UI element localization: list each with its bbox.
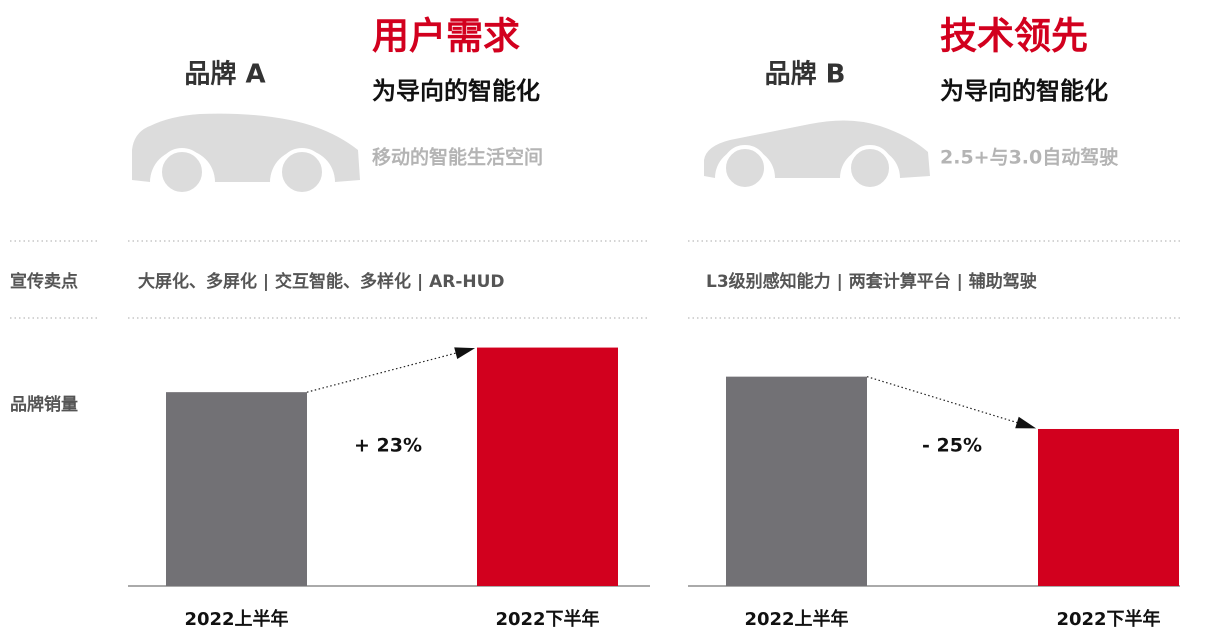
row-label: 宣传卖点 xyxy=(10,271,78,292)
headline: 用户需求 xyxy=(372,15,520,58)
arrow-head xyxy=(1015,417,1036,429)
trend-arrow xyxy=(307,353,458,393)
infographic: 宣传卖点 品牌销量 品牌 A 用户需求为导向的智能化移动的智能生活空间大屏化、多屏… xyxy=(0,0,1209,637)
subtitle: 为导向的智能化 xyxy=(940,77,1108,105)
x-tick-label: 2022下半年 xyxy=(495,608,599,630)
row-label: 品牌销量 xyxy=(10,394,78,415)
car-suv-icon xyxy=(132,114,360,194)
bar xyxy=(477,348,618,586)
change-annotation: - 25% xyxy=(922,435,982,457)
selling-points: L3级别感知能力 | 两套计算平台 | 辅助驾驶 xyxy=(706,271,1037,292)
trend-arrow xyxy=(867,377,1019,423)
car-sedan-icon xyxy=(704,120,930,189)
page: 宣传卖点 品牌销量 品牌 A 用户需求为导向的智能化移动的智能生活空间大屏化、多屏… xyxy=(0,0,1209,637)
bar xyxy=(726,377,867,586)
brand-name: 品牌 B xyxy=(765,59,846,90)
selling-points: 大屏化、多屏化 | 交互智能、多样化 | AR-HUD xyxy=(138,271,505,292)
tagline: 2.5+与3.0自动驾驶 xyxy=(940,146,1118,169)
change-annotation: + 23% xyxy=(354,435,422,457)
x-tick-label: 2022下半年 xyxy=(1056,608,1160,630)
x-tick-label: 2022上半年 xyxy=(184,608,288,630)
tagline: 移动的智能生活空间 xyxy=(372,146,543,169)
x-tick-label: 2022上半年 xyxy=(744,608,848,630)
headline: 技术领先 xyxy=(940,15,1088,58)
arrow-head xyxy=(454,347,475,359)
subtitle: 为导向的智能化 xyxy=(372,77,540,105)
brand-name: 品牌 A xyxy=(184,59,265,90)
bar xyxy=(1038,429,1179,586)
bar xyxy=(166,392,307,586)
